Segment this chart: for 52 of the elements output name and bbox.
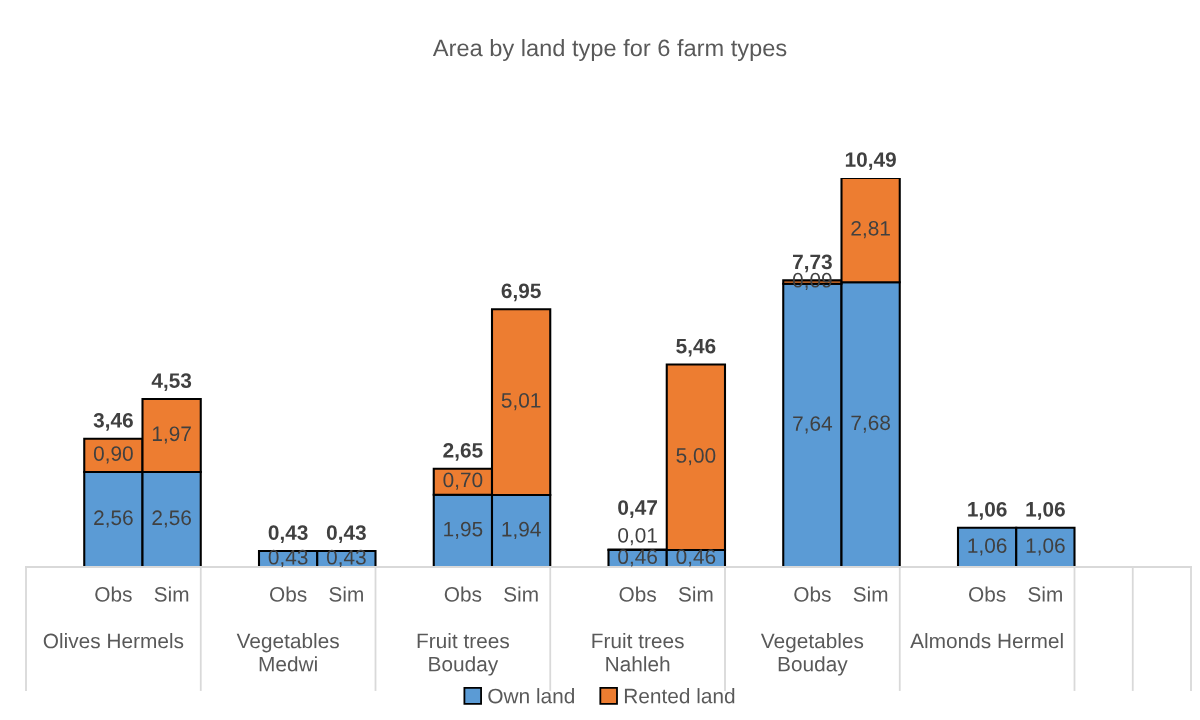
total-label: 4,53 [151, 373, 192, 391]
chart-title: Area by land type for 6 farm types [432, 39, 787, 61]
total-label: 0,43 [268, 525, 308, 544]
data-label: 1,06 [968, 538, 1007, 556]
x-tick-label: Obs [95, 586, 132, 602]
legend-label: Rented land [624, 688, 735, 704]
data-label: 5,01 [501, 393, 541, 411]
data-label: 0,90 [93, 446, 133, 464]
x-tick-label: Sim [504, 586, 538, 602]
text: Vegetables Bouday [760, 633, 864, 676]
x-tick-label: Sim [329, 586, 363, 602]
data-label: 0,01 [618, 527, 657, 546]
total-label: 10,49 [845, 152, 896, 170]
x-tick-label: Sim [678, 586, 713, 602]
x-tick-label: Sim [853, 586, 888, 602]
data-label: 2,81 [851, 220, 890, 239]
text: Olives Hermels [43, 633, 184, 649]
total-label: 1,06 [1026, 501, 1065, 520]
legend-label: Own land [488, 688, 574, 704]
total-label: 7,73 [793, 254, 832, 273]
data-label: 5,00 [676, 448, 716, 466]
text: Fruit trees Bouday [417, 633, 510, 676]
data-label: 1,97 [152, 426, 191, 444]
text: Vegetables Medwi [236, 633, 339, 672]
data-label: 7,64 [793, 416, 833, 434]
data-label: 0,70 [443, 472, 483, 490]
total-label: 1,06 [968, 501, 1007, 520]
total-label: 2,65 [443, 442, 483, 461]
x-tick-label: Obs [270, 586, 307, 602]
data-label: 1,94 [502, 521, 541, 540]
data-label: 0,46 [618, 549, 657, 567]
x-tick-label: Sim [154, 586, 189, 602]
data-label: 0,43 [268, 549, 308, 568]
x-tick-label: Obs [969, 586, 1006, 602]
total-label: 0,43 [326, 525, 366, 544]
data-label: 1,95 [444, 521, 483, 539]
text: Fruit trees Nahleh [592, 633, 684, 672]
x-tick-label: Obs [619, 586, 656, 602]
x-tick-label: Obs [794, 586, 831, 602]
text: Almonds Hermel [910, 633, 1063, 649]
total-label: 0,47 [618, 500, 657, 518]
data-label: 0,43 [326, 549, 366, 568]
x-tick-label: Obs [444, 586, 482, 602]
x-tick-label: Sim [1028, 586, 1062, 602]
data-label: 1,06 [1026, 538, 1065, 556]
total-label: 5,46 [676, 338, 716, 357]
data-label: 2,56 [94, 510, 133, 528]
data-label: 0,46 [676, 549, 716, 567]
total-label: 6,95 [501, 283, 541, 302]
data-label: 7,68 [851, 415, 890, 433]
data-label: 2,56 [152, 510, 191, 528]
total-label: 3,46 [93, 412, 133, 431]
